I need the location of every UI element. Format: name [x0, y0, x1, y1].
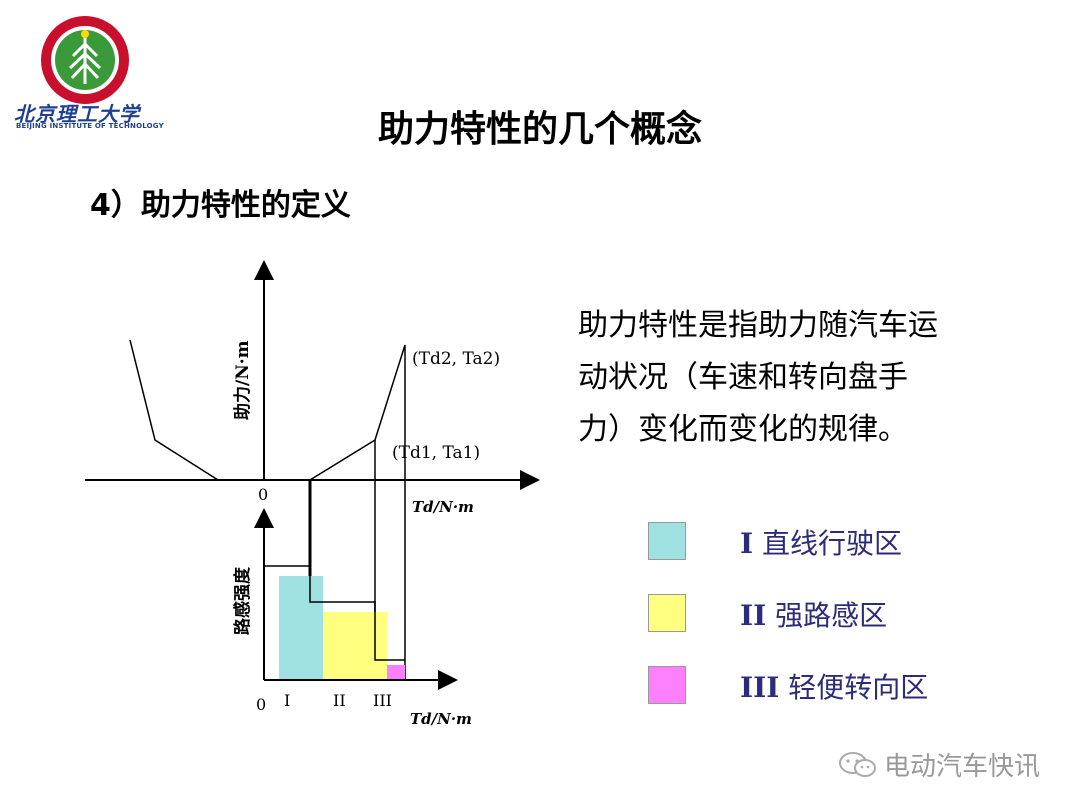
legend-roman-III: III — [740, 671, 780, 704]
upper-x-label: Td/N·m — [412, 498, 474, 516]
legend-swatch-zone-III — [648, 666, 686, 704]
definition-line-3: 力）变化而变化的规律。 — [578, 412, 908, 447]
definition-line-2: 动状况（车速和转向盘手 — [578, 360, 908, 395]
lower-origin-label: 0 — [256, 695, 266, 714]
watermark-text: 电动汽车快讯 — [884, 752, 1041, 782]
zone-III-bar — [387, 665, 405, 680]
zone-label-III: III — [373, 691, 392, 710]
assist-curve-right — [309, 344, 406, 481]
legend-label-zone-II: 强路感区 — [775, 599, 888, 632]
legend-swatch-zone-I — [648, 522, 686, 560]
legend-label-zone-I: 直线行驶区 — [762, 527, 903, 560]
slide-subtitle: 4）助力特性的定义 — [90, 188, 351, 223]
zone-II-bar — [323, 612, 387, 680]
upper-y-label: 助力/N·m — [232, 340, 253, 420]
legend-roman-I: I — [740, 527, 754, 560]
zone-label-II: II — [333, 691, 346, 710]
lower-y-label: 路感强度 — [232, 566, 253, 635]
wechat-icon — [839, 752, 876, 777]
definition-line-1: 助力特性是指助力随汽车运 — [578, 308, 938, 343]
definition-text: 助力特性是指助力随汽车运 动状况（车速和转向盘手 力）变化而变化的规律。 — [578, 300, 1038, 456]
zone-label-I: I — [284, 691, 290, 710]
upper-origin-label: 0 — [258, 485, 268, 504]
assist-characteristic-diagram: 0 0 (Td2, Ta2) (Td1, Ta1) Td/N·m Td/N·m … — [85, 260, 540, 728]
logo-emblem-icon — [41, 16, 129, 104]
legend-roman-II: II — [740, 599, 767, 632]
lower-x-label: Td/N·m — [410, 710, 472, 728]
logo-name-cn: 北京理工大学 — [14, 102, 140, 126]
slide-title: 助力特性的几个概念 — [377, 109, 702, 150]
legend-swatch-zone-II — [648, 594, 686, 632]
road-feel-step-line — [264, 565, 405, 661]
assist-curve-left — [129, 339, 219, 481]
point-label-td2: (Td2, Ta2) — [412, 349, 500, 369]
point-label-td1: (Td1, Ta1) — [392, 443, 480, 463]
zone-I-bar — [279, 576, 323, 680]
university-logo — [10, 14, 160, 134]
legend-label-zone-III: 轻便转向区 — [788, 671, 929, 704]
logo-name-en: BEIJING INSTITUTE OF TECHNOLOGY — [16, 122, 164, 130]
